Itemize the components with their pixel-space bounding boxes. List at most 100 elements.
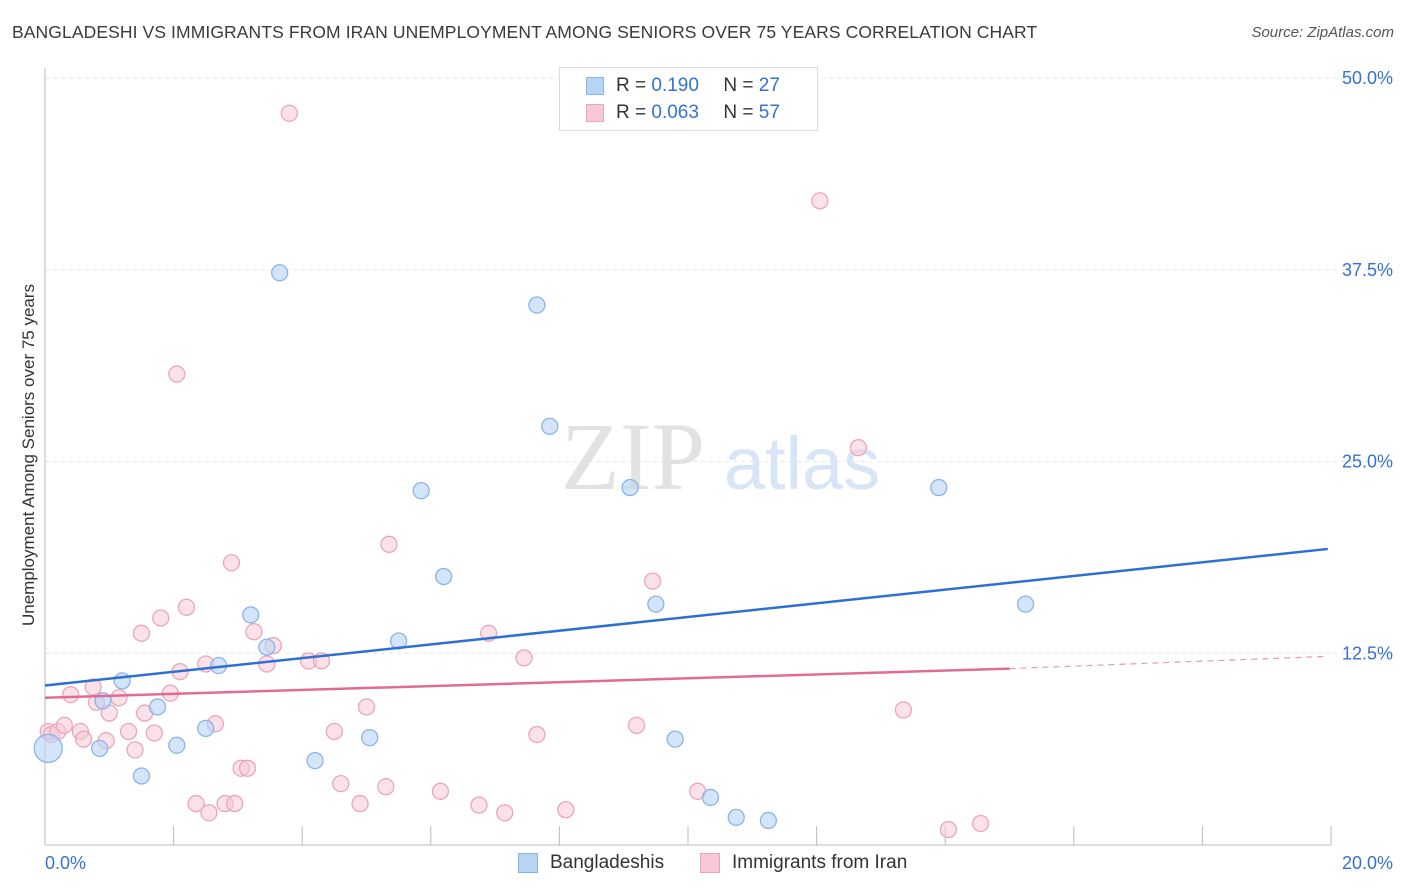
tick-labels: 12.5% 25.0% 37.5% 50.0% 0.0% 20.0% [45, 68, 1393, 873]
data-point-iran [177, 598, 196, 616]
trend-line-iran-extension [1009, 655, 1328, 670]
data-point-bangladeshi [701, 788, 720, 807]
series-bangladeshi-points [33, 264, 1035, 830]
data-point-iran [351, 794, 369, 813]
legend-row-bangladeshis: R = 0.190 N = 27 [586, 74, 780, 98]
data-point-bangladeshi [91, 739, 109, 758]
legend-n-value: 57 [758, 102, 780, 123]
data-point-bangladeshi [435, 567, 453, 586]
legend-r-value: 0.190 [651, 75, 699, 96]
data-point-iran [357, 698, 376, 716]
legend-item-iran: Immigrants from Iran [700, 852, 907, 874]
data-point-iran [380, 535, 398, 553]
y-tick-label: 37.5% [1342, 260, 1393, 280]
legend-swatch-pink [700, 853, 720, 873]
data-point-iran [377, 778, 395, 796]
data-point-bangladeshi [528, 296, 546, 314]
data-point-iran [74, 730, 93, 748]
data-point-bangladeshi [132, 767, 151, 785]
data-point-bangladeshi [197, 719, 215, 738]
series-iran-points [39, 104, 990, 839]
data-point-iran [110, 689, 128, 707]
data-point-iran [496, 804, 514, 822]
trend-line-iran [44, 667, 1010, 699]
gridlines [45, 77, 1392, 654]
data-point-iran [238, 759, 257, 777]
legend-n-label: N = [723, 102, 754, 123]
data-point-iran [332, 774, 350, 793]
data-point-iran [528, 725, 546, 744]
data-point-iran [515, 649, 533, 667]
data-point-bangladeshi [242, 606, 260, 624]
data-point-iran [168, 365, 186, 383]
legend-r-value: 0.063 [651, 102, 699, 123]
data-point-bangladeshi [168, 736, 186, 754]
series-legend: Bangladeshis Immigrants from Iran [0, 852, 1406, 878]
trend-lines [44, 547, 1328, 699]
data-point-bangladeshi [647, 595, 665, 613]
axes [44, 68, 1332, 846]
legend-n-value: 27 [758, 75, 780, 96]
data-point-iran [894, 701, 913, 719]
legend-swatch-blue [518, 853, 538, 873]
data-point-bangladeshi [412, 481, 430, 500]
legend-row-iran: R = 0.063 N = 57 [586, 101, 780, 125]
data-point-iran [152, 609, 170, 627]
legend-item-label: Bangladeshis [550, 852, 665, 873]
y-tick-label: 25.0% [1342, 452, 1393, 472]
legend-swatch-pink [586, 104, 604, 122]
data-point-iran [62, 686, 80, 704]
y-axis-label: Unemployment Among Seniors over 75 years [19, 284, 38, 626]
data-point-bangladeshi [621, 478, 639, 497]
data-point-iran [222, 554, 241, 572]
legend-item-label: Immigrants from Iran [732, 852, 908, 873]
legend-item-bangladeshis: Bangladeshis [518, 852, 664, 874]
y-tick-label: 12.5% [1342, 643, 1393, 663]
legend-r-label: R = [616, 75, 647, 96]
source-label: Source: ZipAtlas.com [1251, 24, 1394, 41]
data-point-bangladeshi [541, 417, 559, 435]
data-point-bangladeshi [148, 698, 167, 716]
data-point-bangladeshi [1016, 595, 1035, 613]
data-point-iran [557, 801, 575, 819]
data-point-bangladeshi [113, 672, 131, 690]
data-point-bangladeshi [759, 811, 778, 830]
watermark: ZIP atlas [561, 403, 880, 510]
data-point-iran [849, 439, 868, 457]
legend-swatch-blue [586, 77, 604, 95]
data-point-iran [187, 794, 205, 813]
data-point-iran [627, 716, 646, 734]
chart-title: BANGLADESHI VS IMMIGRANTS FROM IRAN UNEM… [12, 22, 1038, 42]
y-tick-label: 50.0% [1342, 68, 1393, 88]
data-point-iran [971, 814, 990, 833]
trend-line-bangladeshis [44, 547, 1328, 687]
data-point-iran [470, 796, 488, 814]
data-point-iran [132, 624, 151, 642]
legend-r-label: R = [616, 102, 647, 123]
data-point-bangladeshi [33, 733, 63, 764]
data-point-iran [126, 741, 144, 759]
data-point-iran [431, 782, 450, 800]
data-point-iran [939, 821, 958, 839]
watermark-atlas: atlas [724, 422, 880, 505]
stats-legend: R = 0.190 N = 27 R = 0.063 N = 57 [559, 67, 818, 131]
data-point-bangladeshi [271, 264, 289, 282]
legend-n-label: N = [723, 75, 754, 96]
data-point-iran [643, 572, 662, 590]
x-tick-label: 20.0% [1342, 853, 1393, 873]
x-tick-label: 0.0% [45, 853, 86, 873]
data-point-bangladeshi [258, 638, 276, 656]
data-point-bangladeshi [727, 808, 745, 827]
data-point-bangladeshi [306, 751, 324, 770]
data-point-iran [226, 794, 244, 813]
data-point-bangladeshi [361, 728, 379, 747]
data-point-iran [280, 104, 298, 122]
data-point-iran [245, 623, 263, 641]
data-point-iran [325, 722, 344, 741]
data-point-iran [55, 716, 73, 734]
data-point-bangladeshi [930, 478, 948, 497]
data-point-iran [145, 724, 163, 742]
data-point-iran [119, 722, 138, 741]
data-point-iran [258, 655, 276, 673]
